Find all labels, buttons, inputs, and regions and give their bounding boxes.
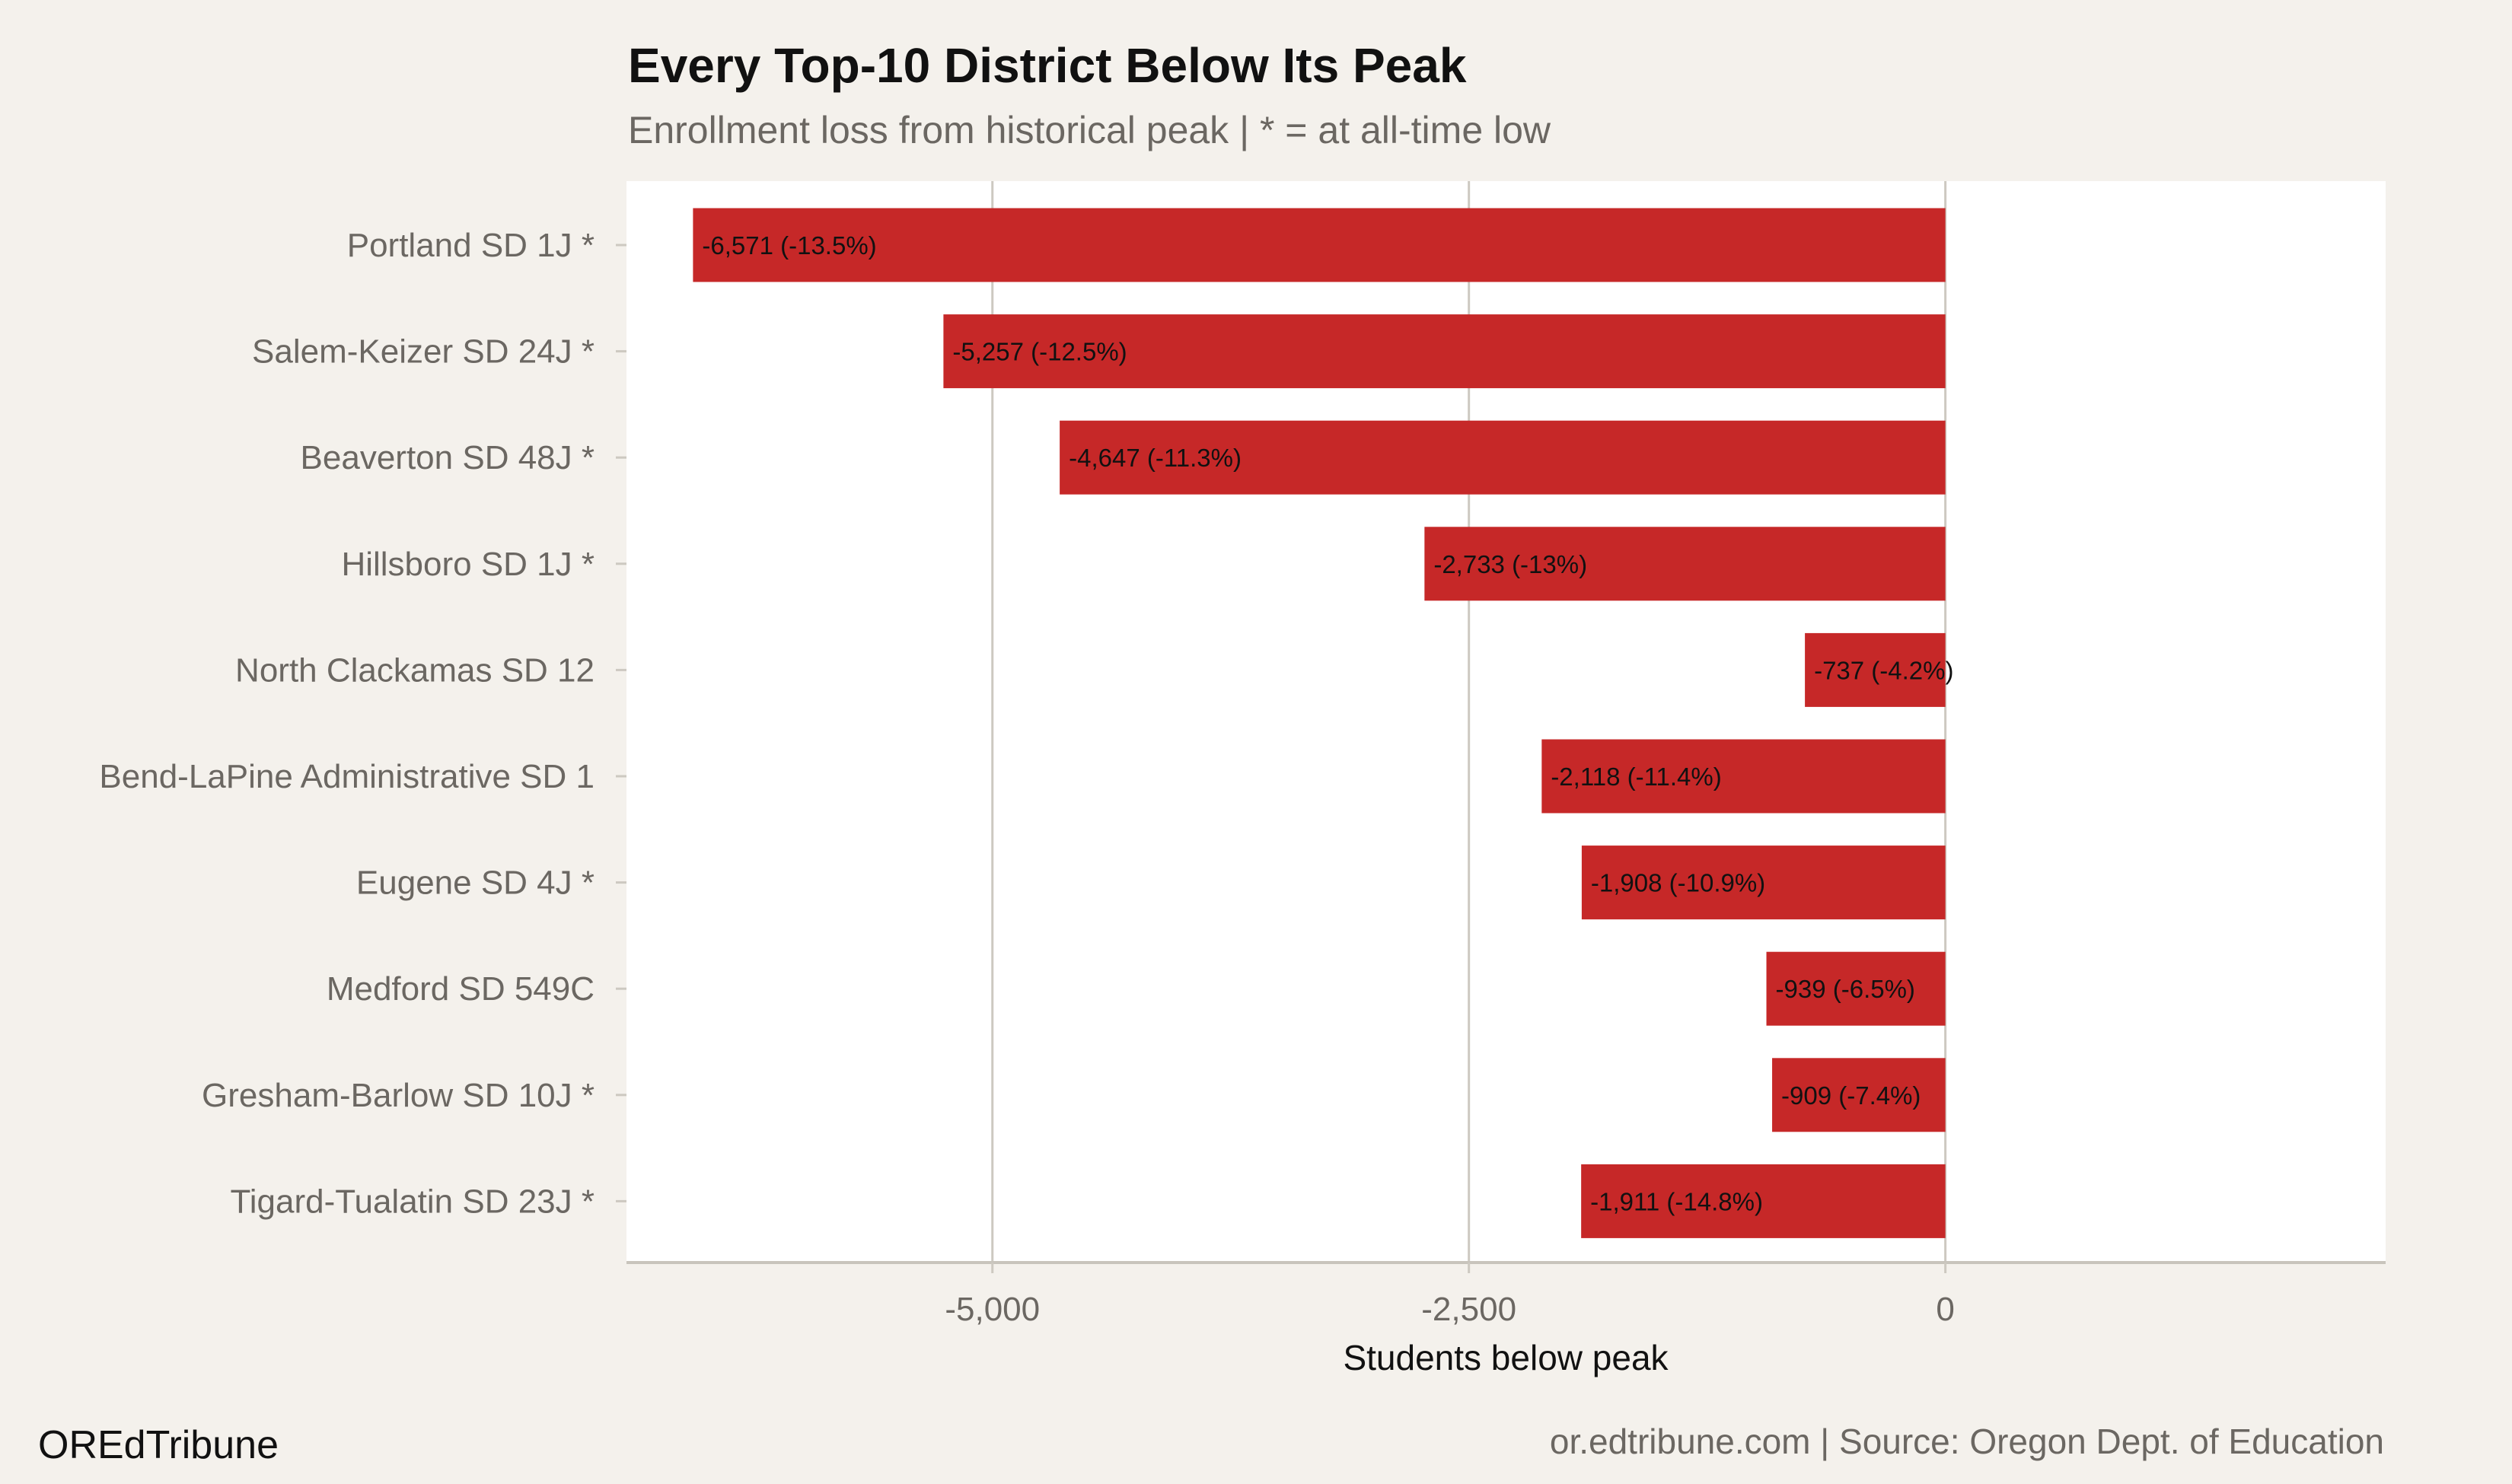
bar-data-label: -909 (-7.4%) [1781,1081,1921,1110]
bar-data-label: -2,733 (-13%) [1433,550,1587,578]
bar [693,208,1946,282]
x-tick-label: 0 [1936,1291,1954,1328]
bar [943,314,1946,389]
bar [1541,739,1946,814]
y-tick-label: Hillsboro SD 1J * [341,546,595,583]
x-tick-label: -2,500 [1421,1291,1516,1328]
bar-data-label: -737 (-4.2%) [1814,656,1953,684]
x-ticks: -5,000 -2,500 0 [945,1263,1955,1328]
x-tick-label: -5,000 [945,1291,1040,1328]
y-tick-label: Eugene SD 4J * [356,865,595,902]
bar [1581,845,1946,920]
bar-data-label: -1,911 (-14.8%) [1590,1187,1763,1215]
bar [1805,632,1946,707]
brand-logo-text: OREdTribune [38,1423,279,1467]
bar-data-label: -1,908 (-10.9%) [1591,869,1765,897]
bar-data-label: -939 (-6.5%) [1776,975,1915,1003]
y-tick-label: Medford SD 549C [327,970,595,1008]
bars: -6,571 (-13.5%) -5,257 (-12.5%) -4,647 (-1… [693,208,1954,1238]
bar [1060,420,1946,495]
bar [1581,1164,1946,1238]
chart-title: Every Top-10 District Below Its Peak [628,38,1467,93]
y-tick-label: Bend-LaPine Administrative SD 1 [99,758,595,795]
bar-data-label: -4,647 (-11.3%) [1069,444,1242,472]
y-tick-label: Salem-Keizer SD 24J * [252,333,595,371]
source-note: or.edtribune.com | Source: Oregon Dept. … [1550,1422,2384,1461]
y-tick-label: Portland SD 1J * [347,227,595,264]
chart-subtitle: Enrollment loss from historical peak | *… [628,109,1551,151]
y-tick-label: Beaverton SD 48J * [301,439,595,476]
x-axis-label: Students below peak [1343,1338,1669,1377]
bar-data-label: -6,571 (-13.5%) [702,231,876,260]
bar [1424,527,1946,601]
bar [1766,951,1946,1026]
bar-data-label: -2,118 (-11.4%) [1551,763,1721,791]
bar-data-label: -5,257 (-12.5%) [952,338,1127,366]
y-tick-label: North Clackamas SD 12 [235,651,595,689]
bar [1772,1058,1946,1132]
y-tick-label: Tigard-Tualatin SD 23J * [231,1183,595,1220]
y-tick-label: Gresham-Barlow SD 10J * [202,1077,595,1114]
